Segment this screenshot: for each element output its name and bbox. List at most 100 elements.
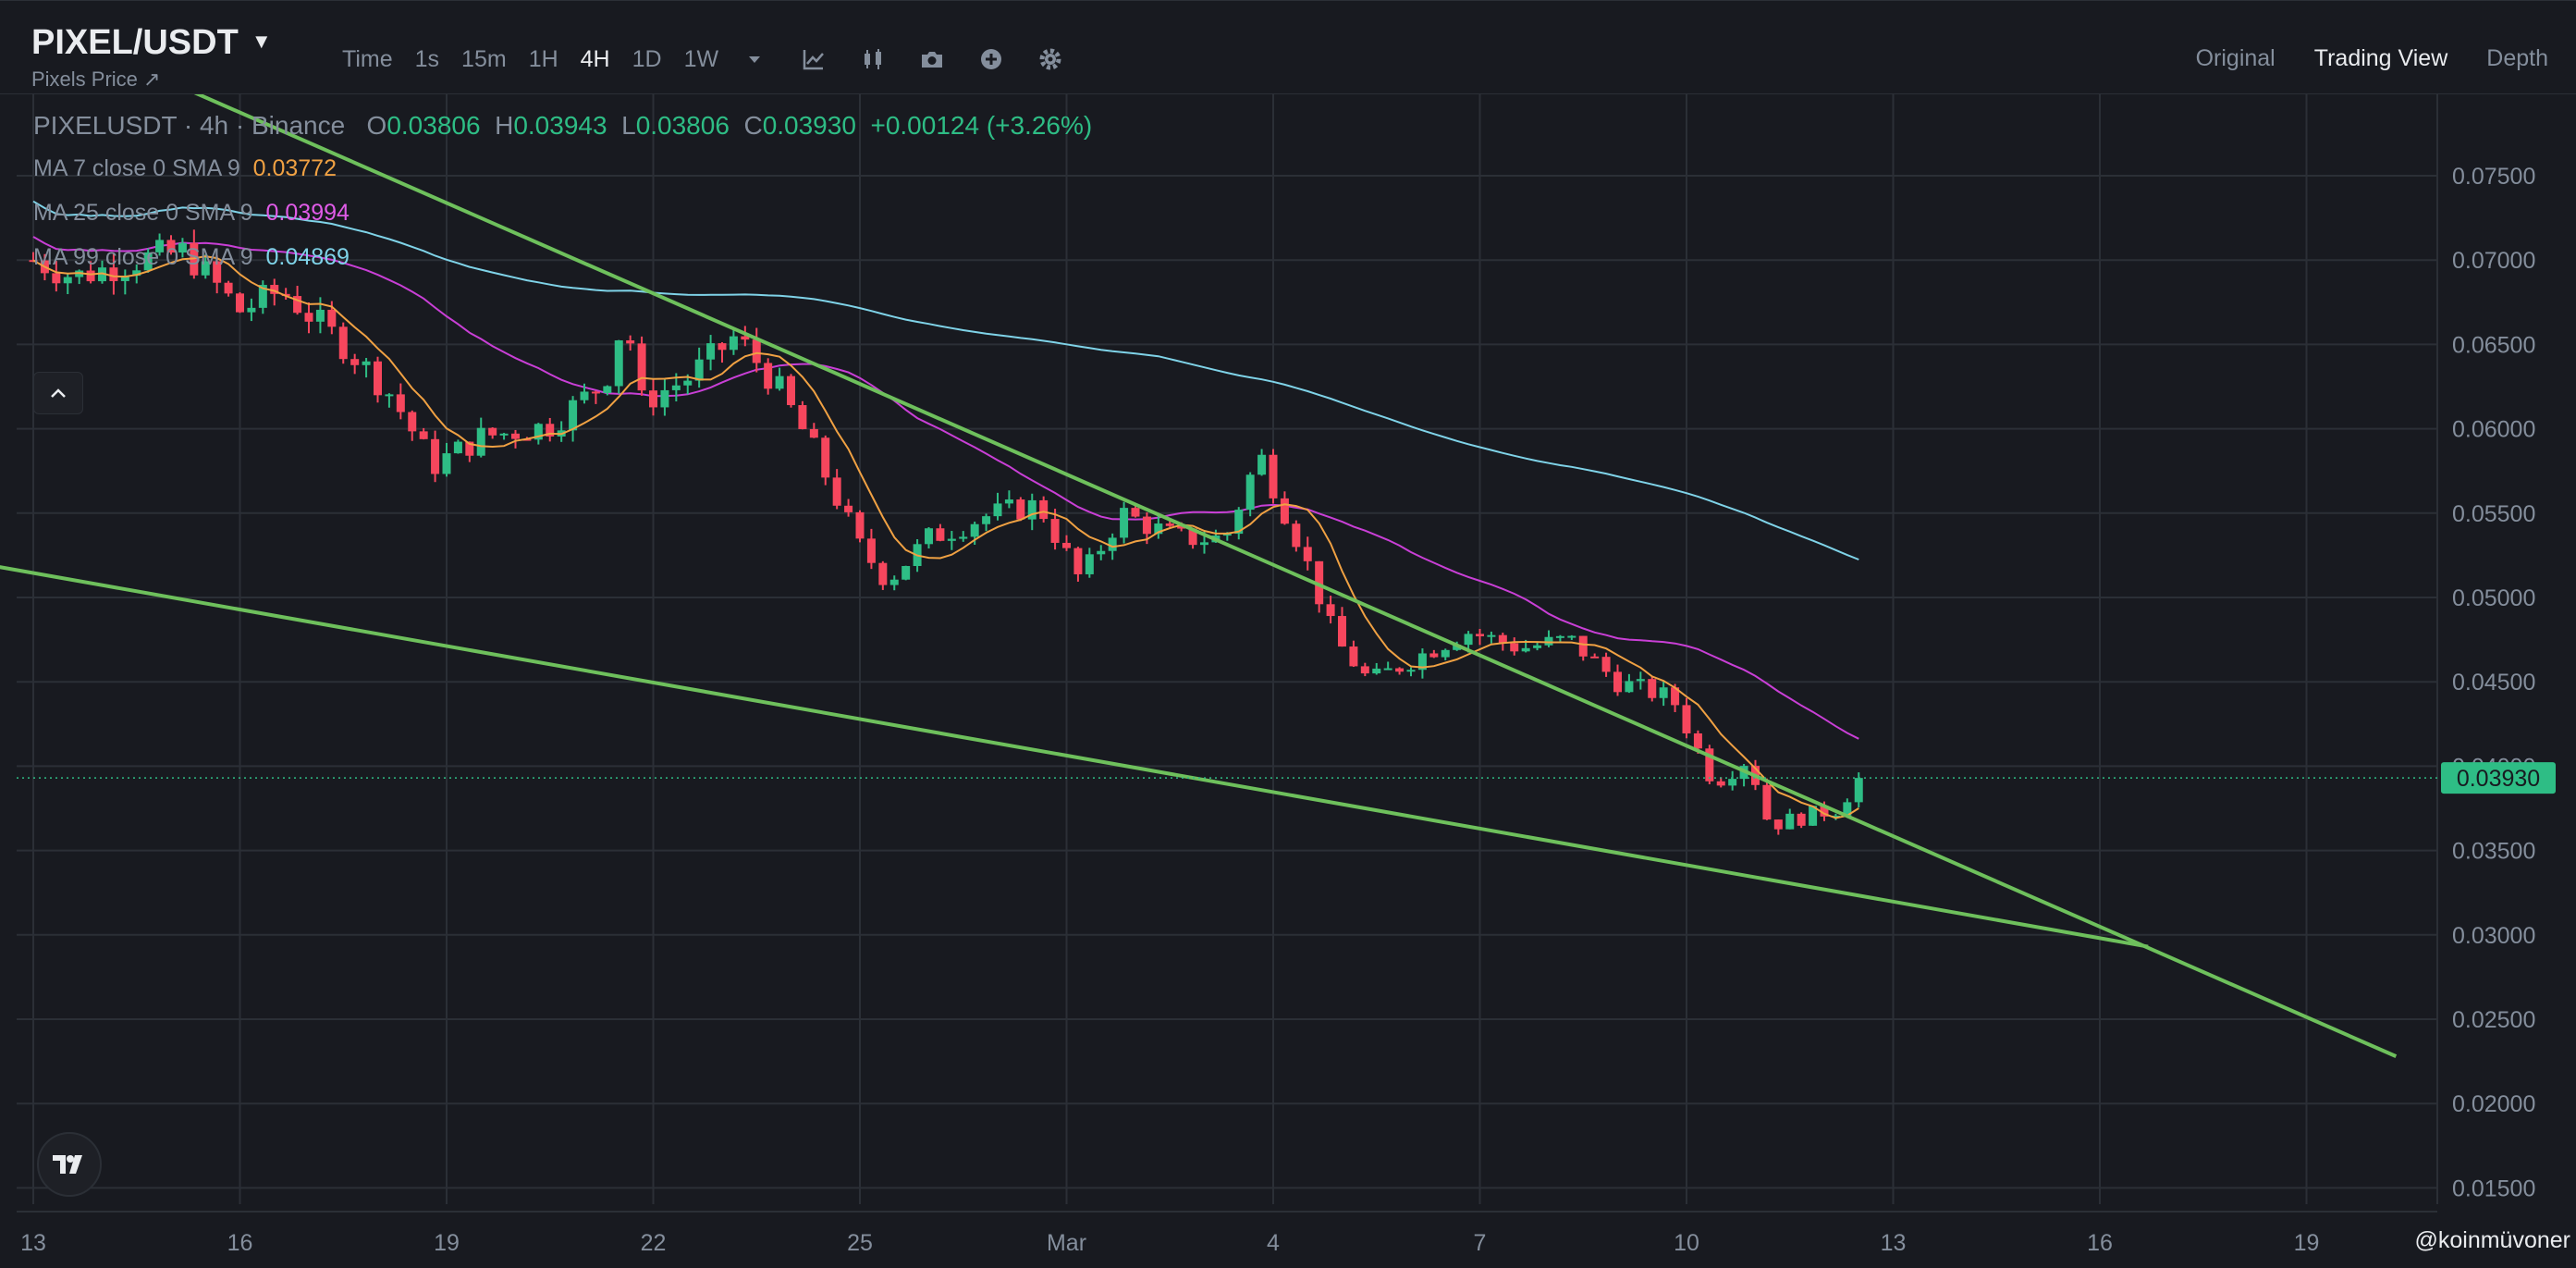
candle-body [1487, 634, 1496, 637]
candle-body [718, 343, 727, 351]
candle-body [396, 394, 405, 412]
indicator-icon[interactable] [800, 45, 828, 73]
tradingview-logo-icon[interactable] [37, 1132, 102, 1197]
y-tick-label: 0.07000 [2452, 248, 2535, 274]
candle-body [213, 261, 222, 283]
legend-close: 0.03930 [762, 111, 856, 140]
candle-body [1245, 474, 1255, 511]
candle-body [1188, 528, 1197, 546]
candle-body [683, 380, 693, 386]
candle-body [844, 505, 853, 512]
view-original[interactable]: Original [2195, 45, 2275, 71]
interval-15m[interactable]: 15m [461, 45, 507, 72]
candle-body [350, 359, 360, 365]
trendline[interactable] [190, 89, 2398, 1058]
legend-high: 0.03943 [513, 111, 607, 140]
ma25-line [32, 236, 1859, 740]
interval-1d[interactable]: 1D [632, 45, 662, 72]
candle-body [694, 359, 704, 381]
candle-body [453, 441, 462, 454]
candle-body [706, 343, 716, 360]
candle-body [1165, 523, 1174, 526]
interval-time[interactable]: Time [342, 45, 393, 72]
trendlines[interactable] [0, 89, 2398, 1058]
interval-1s[interactable]: 1s [414, 45, 440, 72]
candle-body [1762, 784, 1772, 820]
candle-body [1521, 647, 1530, 652]
candle-body [614, 340, 623, 387]
candle-body [591, 391, 600, 394]
y-tick-label: 0.03000 [2452, 923, 2535, 949]
candle-body [1292, 523, 1301, 548]
candle-body [947, 538, 956, 541]
candle-body [1234, 510, 1244, 535]
settings-icon[interactable] [1037, 45, 1064, 73]
legend-symbol: PIXELUSDT · 4h · Binance [33, 111, 346, 140]
pair-subtitle-link[interactable]: Pixels Price ↗ [31, 68, 161, 91]
pair-selector[interactable]: PIXEL/USDT ▼ [31, 23, 272, 63]
candle-body [511, 433, 520, 439]
candle-body [1716, 781, 1725, 786]
ma-line [32, 236, 1859, 740]
grid [17, 94, 2437, 1204]
chevron-down-icon[interactable]: ▼ [251, 30, 272, 53]
candle-body [1154, 523, 1163, 535]
candle-body [1303, 547, 1312, 561]
collapse-legend-button[interactable] [33, 372, 83, 414]
legend-ma7[interactable]: MA 7 close 0 SMA 9 0.03772 [33, 155, 337, 182]
legend-ma25[interactable]: MA 25 close 0 SMA 9 0.03994 [33, 200, 350, 227]
candle-body [1544, 636, 1553, 646]
candle-body [236, 293, 244, 313]
interval-1h[interactable]: 1H [528, 45, 558, 72]
trendline[interactable] [0, 562, 2149, 949]
candle-body [224, 282, 233, 294]
candle-body [1429, 653, 1439, 658]
view-trading-view[interactable]: Trading View [2313, 45, 2448, 71]
current-price-tag [2441, 762, 2556, 794]
candle-body [1050, 519, 1060, 543]
view-depth[interactable]: Depth [2486, 45, 2548, 71]
candle-body [1326, 604, 1335, 617]
candle-body [1027, 499, 1037, 520]
candle-body [959, 536, 968, 539]
candle-body [338, 326, 348, 360]
candle-body [1257, 454, 1267, 475]
x-tick-label: 25 [847, 1230, 873, 1256]
candle-body [201, 261, 210, 276]
candle-type-icon[interactable] [859, 45, 887, 73]
pair-title: PIXEL/USDT [31, 23, 239, 62]
candle-body [258, 285, 267, 308]
candle-body [476, 427, 485, 456]
camera-icon[interactable] [918, 45, 946, 73]
interval-4h[interactable]: 4H [580, 45, 610, 72]
chart-area[interactable]: 13 16 19 22 25 Mar 4 7 10 13 16 19 0.07500 0.07000 0.0… [0, 89, 2576, 1263]
interval-bar: Time 1s 15m 1H 4H 1D 1W [342, 45, 1096, 73]
candle-body [936, 528, 945, 541]
candle-body [534, 424, 543, 440]
candle-body [1349, 646, 1358, 667]
candle-body [1498, 634, 1507, 644]
candle-body [821, 437, 830, 478]
legend-ma99[interactable]: MA 99 close 0 SMA 9 0.04869 [33, 244, 350, 271]
add-icon[interactable] [977, 45, 1005, 73]
candle-body [1590, 656, 1600, 659]
candle-body [1843, 802, 1852, 816]
candle-body [637, 343, 646, 391]
candle-body [569, 400, 578, 431]
ma7-label: MA 7 close 0 SMA 9 [33, 155, 240, 181]
candle-body [1464, 634, 1473, 646]
candle-body [1659, 687, 1668, 698]
candle-body [671, 385, 681, 390]
candle-body [1097, 550, 1106, 555]
watermark: @koinmüvoner [2414, 1227, 2570, 1253]
price-chart[interactable]: 13 16 19 22 25 Mar 4 7 10 13 16 19 0.07500 0.07000 0.0… [0, 89, 2576, 1263]
ma7-value: 0.03772 [252, 155, 337, 181]
interval-1w[interactable]: 1W [683, 45, 719, 72]
ma25-value: 0.03994 [265, 200, 350, 226]
candle-body [1693, 732, 1702, 749]
candle-body [178, 242, 187, 252]
dropdown-caret-icon[interactable] [741, 45, 768, 73]
candle-body [1567, 635, 1576, 638]
candle-body [1338, 616, 1346, 647]
y-tick-label: 0.05500 [2452, 501, 2535, 527]
